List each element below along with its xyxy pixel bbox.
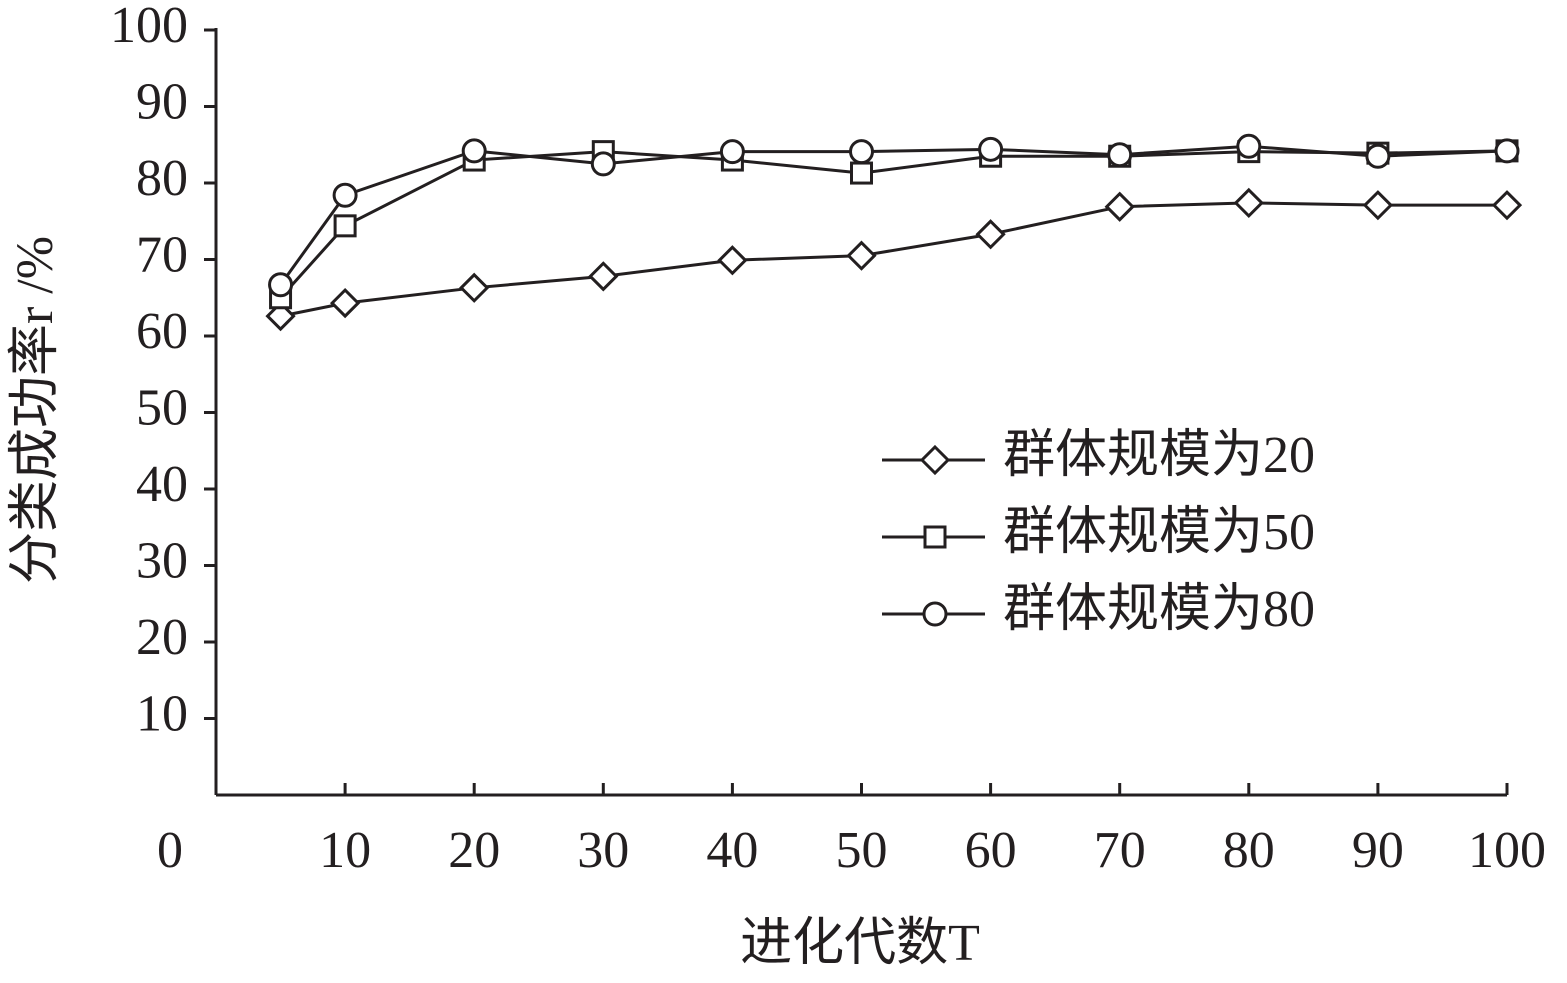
x-tick-label: 90 (1352, 822, 1404, 879)
data-point (1104, 191, 1135, 222)
x-tick-label: 70 (1094, 822, 1146, 879)
series-line (280, 201, 1507, 318)
legend-label: 群体规模为20 (1003, 427, 1315, 484)
data-point (719, 139, 745, 165)
data-point (1365, 143, 1391, 169)
x-tick-label: 10 (319, 822, 371, 879)
y-tick-label: 100 (110, 0, 188, 54)
data-point (849, 139, 874, 165)
y-axis-label: 分类成功率r /% (7, 236, 64, 584)
data-point (978, 136, 1004, 162)
legend-label: 群体规模为80 (1003, 581, 1315, 638)
data-point (846, 240, 877, 271)
x-tick-label: 50 (836, 822, 888, 879)
x-tick-label: 80 (1223, 822, 1275, 879)
data-point (1362, 190, 1394, 221)
data-point (268, 272, 294, 298)
y-tick-label: 80 (136, 150, 188, 207)
data-point (329, 287, 361, 319)
data-point (590, 151, 616, 177)
y-tick-label: 60 (136, 303, 188, 360)
data-point (1233, 187, 1264, 219)
x-tick-label: 0 (157, 822, 183, 879)
y-tick-label: 30 (136, 532, 188, 589)
x-tick-label: 40 (706, 822, 758, 879)
legend-marker (919, 444, 951, 476)
legend-marker (922, 601, 948, 627)
y-tick-label: 40 (136, 456, 188, 513)
data-point (461, 138, 487, 164)
data-point (588, 261, 619, 292)
data-point (850, 161, 873, 185)
data-point (459, 272, 490, 303)
data-point (975, 219, 1006, 250)
series-line (279, 149, 1508, 299)
x-tick-label: 20 (448, 822, 500, 879)
data-point (1107, 142, 1133, 168)
legend-marker (923, 525, 947, 549)
data-point (1491, 190, 1523, 221)
data-point (1236, 133, 1262, 159)
y-tick-label: 10 (136, 685, 188, 742)
x-axis-label: 进化代数T (740, 915, 980, 972)
y-tick-label: 50 (136, 379, 188, 436)
y-tick-label: 20 (136, 609, 188, 666)
y-tick-label: 70 (136, 226, 188, 283)
x-tick-label: 30 (577, 822, 629, 879)
data-point (1494, 138, 1520, 164)
data-point (265, 300, 296, 332)
x-tick-label: 100 (1468, 822, 1546, 879)
data-point (332, 182, 358, 208)
y-tick-label: 90 (136, 73, 188, 130)
x-tick-label: 60 (965, 822, 1017, 879)
data-point (333, 214, 357, 238)
data-point (717, 245, 748, 276)
legend-label: 群体规模为50 (1003, 504, 1315, 561)
